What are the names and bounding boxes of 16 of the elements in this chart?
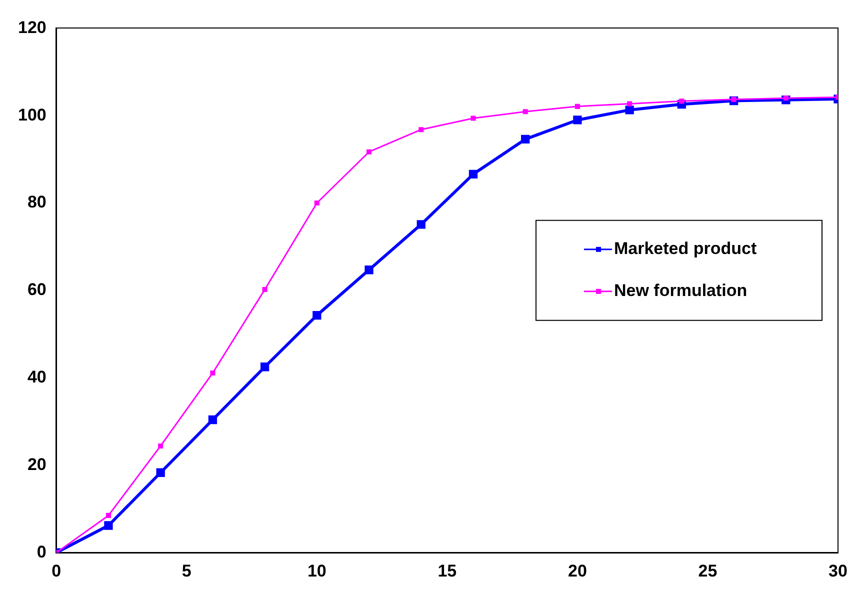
y-tick-label: 60: [27, 280, 46, 300]
x-tick-label: 10: [307, 561, 326, 580]
legend-label: Marketed product: [614, 239, 757, 258]
x-tick-label: 15: [438, 561, 457, 580]
x-tick-label: 30: [828, 561, 848, 580]
y-tick-label: 80: [27, 192, 46, 212]
y-tick-label: 100: [18, 105, 46, 124]
x-tick-label: 0: [52, 561, 62, 580]
x-tick-label: 25: [698, 561, 718, 580]
x-tick-label: 20: [568, 561, 587, 580]
x-tick-label: 5: [182, 561, 192, 580]
y-tick-label: 40: [27, 367, 46, 386]
y-tick-label: 20: [27, 454, 46, 474]
legend-label: New formulation: [614, 281, 748, 300]
y-tick-label: 0: [36, 542, 46, 562]
y-tick-label: 120: [18, 18, 46, 37]
